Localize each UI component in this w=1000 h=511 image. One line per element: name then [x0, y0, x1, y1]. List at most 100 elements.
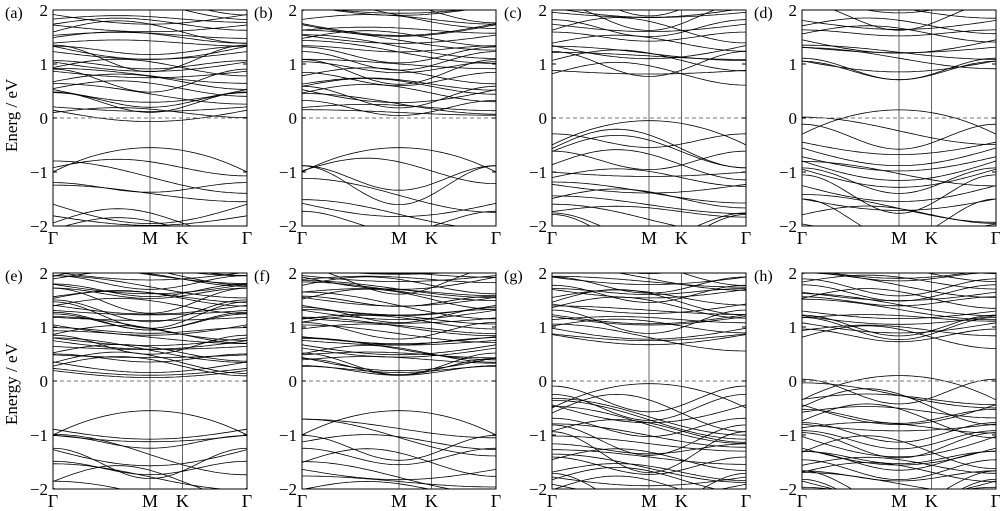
y-tick-label: 1: [539, 318, 548, 337]
conduction-band: [205, 273, 247, 276]
x-tick-label-M: M: [891, 228, 907, 248]
x-tick-label-Γ: Γ: [297, 491, 307, 511]
y-tick-label: −2: [30, 480, 48, 499]
conduction-band: [802, 273, 996, 282]
x-tick-label-K: K: [925, 228, 938, 248]
x-tick-label-Γ: Γ: [48, 491, 58, 511]
y-tick-label: −2: [779, 217, 797, 236]
x-tick-label-Γ: Γ: [297, 228, 307, 248]
conduction-band: [53, 2, 247, 9]
valence-band: [552, 214, 746, 226]
x-tick-label-Γ: Γ: [991, 228, 1000, 248]
x-tick-label-Γ: Γ: [741, 491, 751, 511]
y-tick-label: 1: [40, 55, 49, 74]
valence-band: [302, 210, 496, 226]
y-tick-label: −1: [279, 426, 297, 445]
x-tick-label-K: K: [675, 491, 688, 511]
x-tick-label-Γ: Γ: [242, 228, 252, 248]
conduction-band: [405, 273, 496, 278]
bands-group: [552, 273, 746, 489]
y-tick-label: −2: [279, 480, 297, 499]
x-tick-label-Γ: Γ: [797, 491, 807, 511]
y-tick-label: −1: [529, 426, 547, 445]
y-tick-label: −2: [30, 217, 48, 236]
y-tick-label: 1: [289, 55, 298, 74]
valence-band: [802, 198, 996, 226]
x-tick-label-Γ: Γ: [547, 228, 557, 248]
x-tick-label-M: M: [641, 228, 657, 248]
x-tick-label-K: K: [176, 228, 189, 248]
x-tick-label-Γ: Γ: [991, 491, 1000, 511]
y-tick-label: −2: [529, 217, 547, 236]
conduction-band: [681, 273, 746, 286]
valence-band: [802, 479, 996, 489]
x-tick-label-Γ: Γ: [797, 228, 807, 248]
panel-label: (f): [254, 268, 270, 285]
y-tick-label: 2: [539, 1, 548, 20]
conduction-band: [206, 10, 247, 16]
x-tick-label-Γ: Γ: [491, 228, 501, 248]
conduction-band: [302, 10, 496, 24]
x-tick-label-Γ: Γ: [741, 228, 751, 248]
y-tick-label: 0: [289, 372, 298, 391]
y-tick-label: 0: [539, 109, 548, 128]
panel-label: (a): [5, 5, 23, 22]
panel-g: 210−1−2Γ M K Γ(g): [504, 264, 751, 511]
x-tick-label-M: M: [142, 491, 158, 511]
x-tick-label-M: M: [891, 491, 907, 511]
y-tick-label: 2: [40, 1, 49, 20]
y-tick-label: 0: [40, 372, 49, 391]
x-tick-label-M: M: [142, 228, 158, 248]
conduction-band: [191, 273, 247, 277]
panel-label: (b): [254, 5, 273, 22]
x-tick-label-K: K: [176, 491, 189, 511]
y-tick-label: 1: [789, 55, 798, 74]
y-axis-label-top: Energ / eV: [2, 78, 21, 152]
panel-label: (d): [754, 5, 773, 22]
panel-d: 210−1−2Γ M K Γ(d): [754, 1, 1000, 248]
panel-label: (c): [504, 5, 522, 22]
y-tick-label: 0: [289, 109, 298, 128]
y-tick-label: 2: [40, 264, 49, 283]
y-tick-label: 0: [789, 372, 798, 391]
x-tick-label-K: K: [675, 228, 688, 248]
x-tick-label-M: M: [391, 491, 407, 511]
x-tick-label-Γ: Γ: [491, 491, 501, 511]
y-tick-label: 0: [789, 109, 798, 128]
y-tick-label: 2: [789, 1, 798, 20]
valence-band: [53, 480, 123, 489]
y-tick-label: 1: [789, 318, 798, 337]
y-tick-label: −1: [30, 426, 48, 445]
valence-band: [552, 212, 746, 226]
y-tick-label: −1: [779, 426, 797, 445]
y-tick-label: 2: [289, 264, 298, 283]
y-axis-label-bottom: Energy / eV: [2, 343, 21, 425]
conduction-band: [182, 10, 247, 20]
x-tick-label-K: K: [425, 491, 438, 511]
panel-label: (e): [5, 268, 23, 285]
x-tick-label-K: K: [425, 228, 438, 248]
y-tick-label: −2: [279, 217, 297, 236]
panel-e: 210−1−2Γ M K Γ(e): [5, 264, 252, 511]
y-tick-label: 1: [40, 318, 49, 337]
y-tick-label: 2: [539, 264, 548, 283]
y-tick-label: −2: [779, 480, 797, 499]
y-tick-label: 2: [289, 1, 298, 20]
panel-c: 210−1−2Γ M K Γ(c): [504, 1, 751, 248]
panel-h: 210−1−2Γ M K Γ(h): [754, 264, 1000, 511]
y-tick-label: −1: [529, 163, 547, 182]
valence-band: [802, 470, 996, 489]
y-tick-label: −1: [279, 163, 297, 182]
y-tick-label: −1: [30, 163, 48, 182]
conduction-band: [974, 273, 996, 274]
y-tick-label: 1: [289, 318, 298, 337]
y-tick-label: 2: [789, 264, 798, 283]
y-tick-label: 0: [539, 372, 548, 391]
x-tick-label-Γ: Γ: [48, 228, 58, 248]
x-tick-label-K: K: [925, 491, 938, 511]
x-tick-label-M: M: [391, 228, 407, 248]
x-tick-label-Γ: Γ: [547, 491, 557, 511]
valence-band: [552, 473, 746, 489]
panel-label: (g): [504, 268, 523, 285]
